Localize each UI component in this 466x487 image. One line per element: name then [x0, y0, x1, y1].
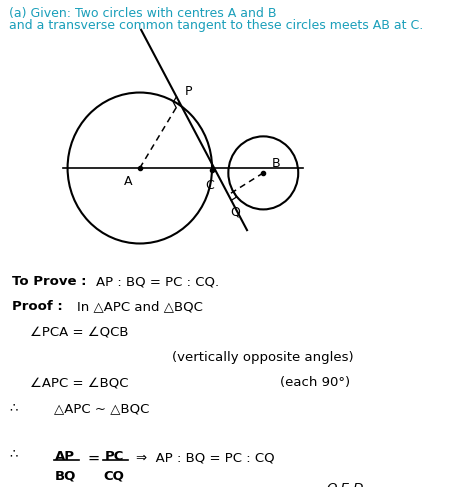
Text: Proof :: Proof :: [12, 300, 67, 314]
Text: (a) Given: Two circles with centres A and B: (a) Given: Two circles with centres A an…: [9, 7, 277, 20]
Text: ∴: ∴: [9, 448, 18, 460]
Text: PC: PC: [104, 450, 124, 463]
Text: and a transverse common tangent to these circles meets AB at C.: and a transverse common tangent to these…: [9, 19, 424, 32]
Text: Q: Q: [231, 206, 240, 219]
Text: B: B: [272, 157, 281, 170]
Text: In △APC and △BQC: In △APC and △BQC: [77, 300, 203, 314]
Text: CQ: CQ: [104, 469, 124, 482]
Text: =: =: [87, 450, 99, 466]
Text: A: A: [124, 175, 132, 188]
Text: To Prove :: To Prove :: [12, 275, 91, 288]
Text: ∴: ∴: [9, 402, 18, 415]
Text: (vertically opposite angles): (vertically opposite angles): [172, 351, 354, 364]
Text: BQ: BQ: [55, 469, 76, 482]
Text: P: P: [185, 85, 192, 98]
Text: (each 90°): (each 90°): [280, 376, 350, 390]
Text: ∠PCA = ∠QCB: ∠PCA = ∠QCB: [30, 326, 129, 339]
Text: △APC ~ △BQC: △APC ~ △BQC: [54, 402, 149, 415]
Text: ∠APC = ∠BQC: ∠APC = ∠BQC: [30, 376, 129, 390]
Text: AP : BQ = PC : CQ.: AP : BQ = PC : CQ.: [96, 275, 219, 288]
Text: AP: AP: [55, 450, 75, 463]
Text: Q.E.D.: Q.E.D.: [326, 482, 368, 487]
Text: C: C: [206, 179, 214, 192]
Text: ⇒  AP : BQ = PC : CQ: ⇒ AP : BQ = PC : CQ: [136, 451, 274, 465]
